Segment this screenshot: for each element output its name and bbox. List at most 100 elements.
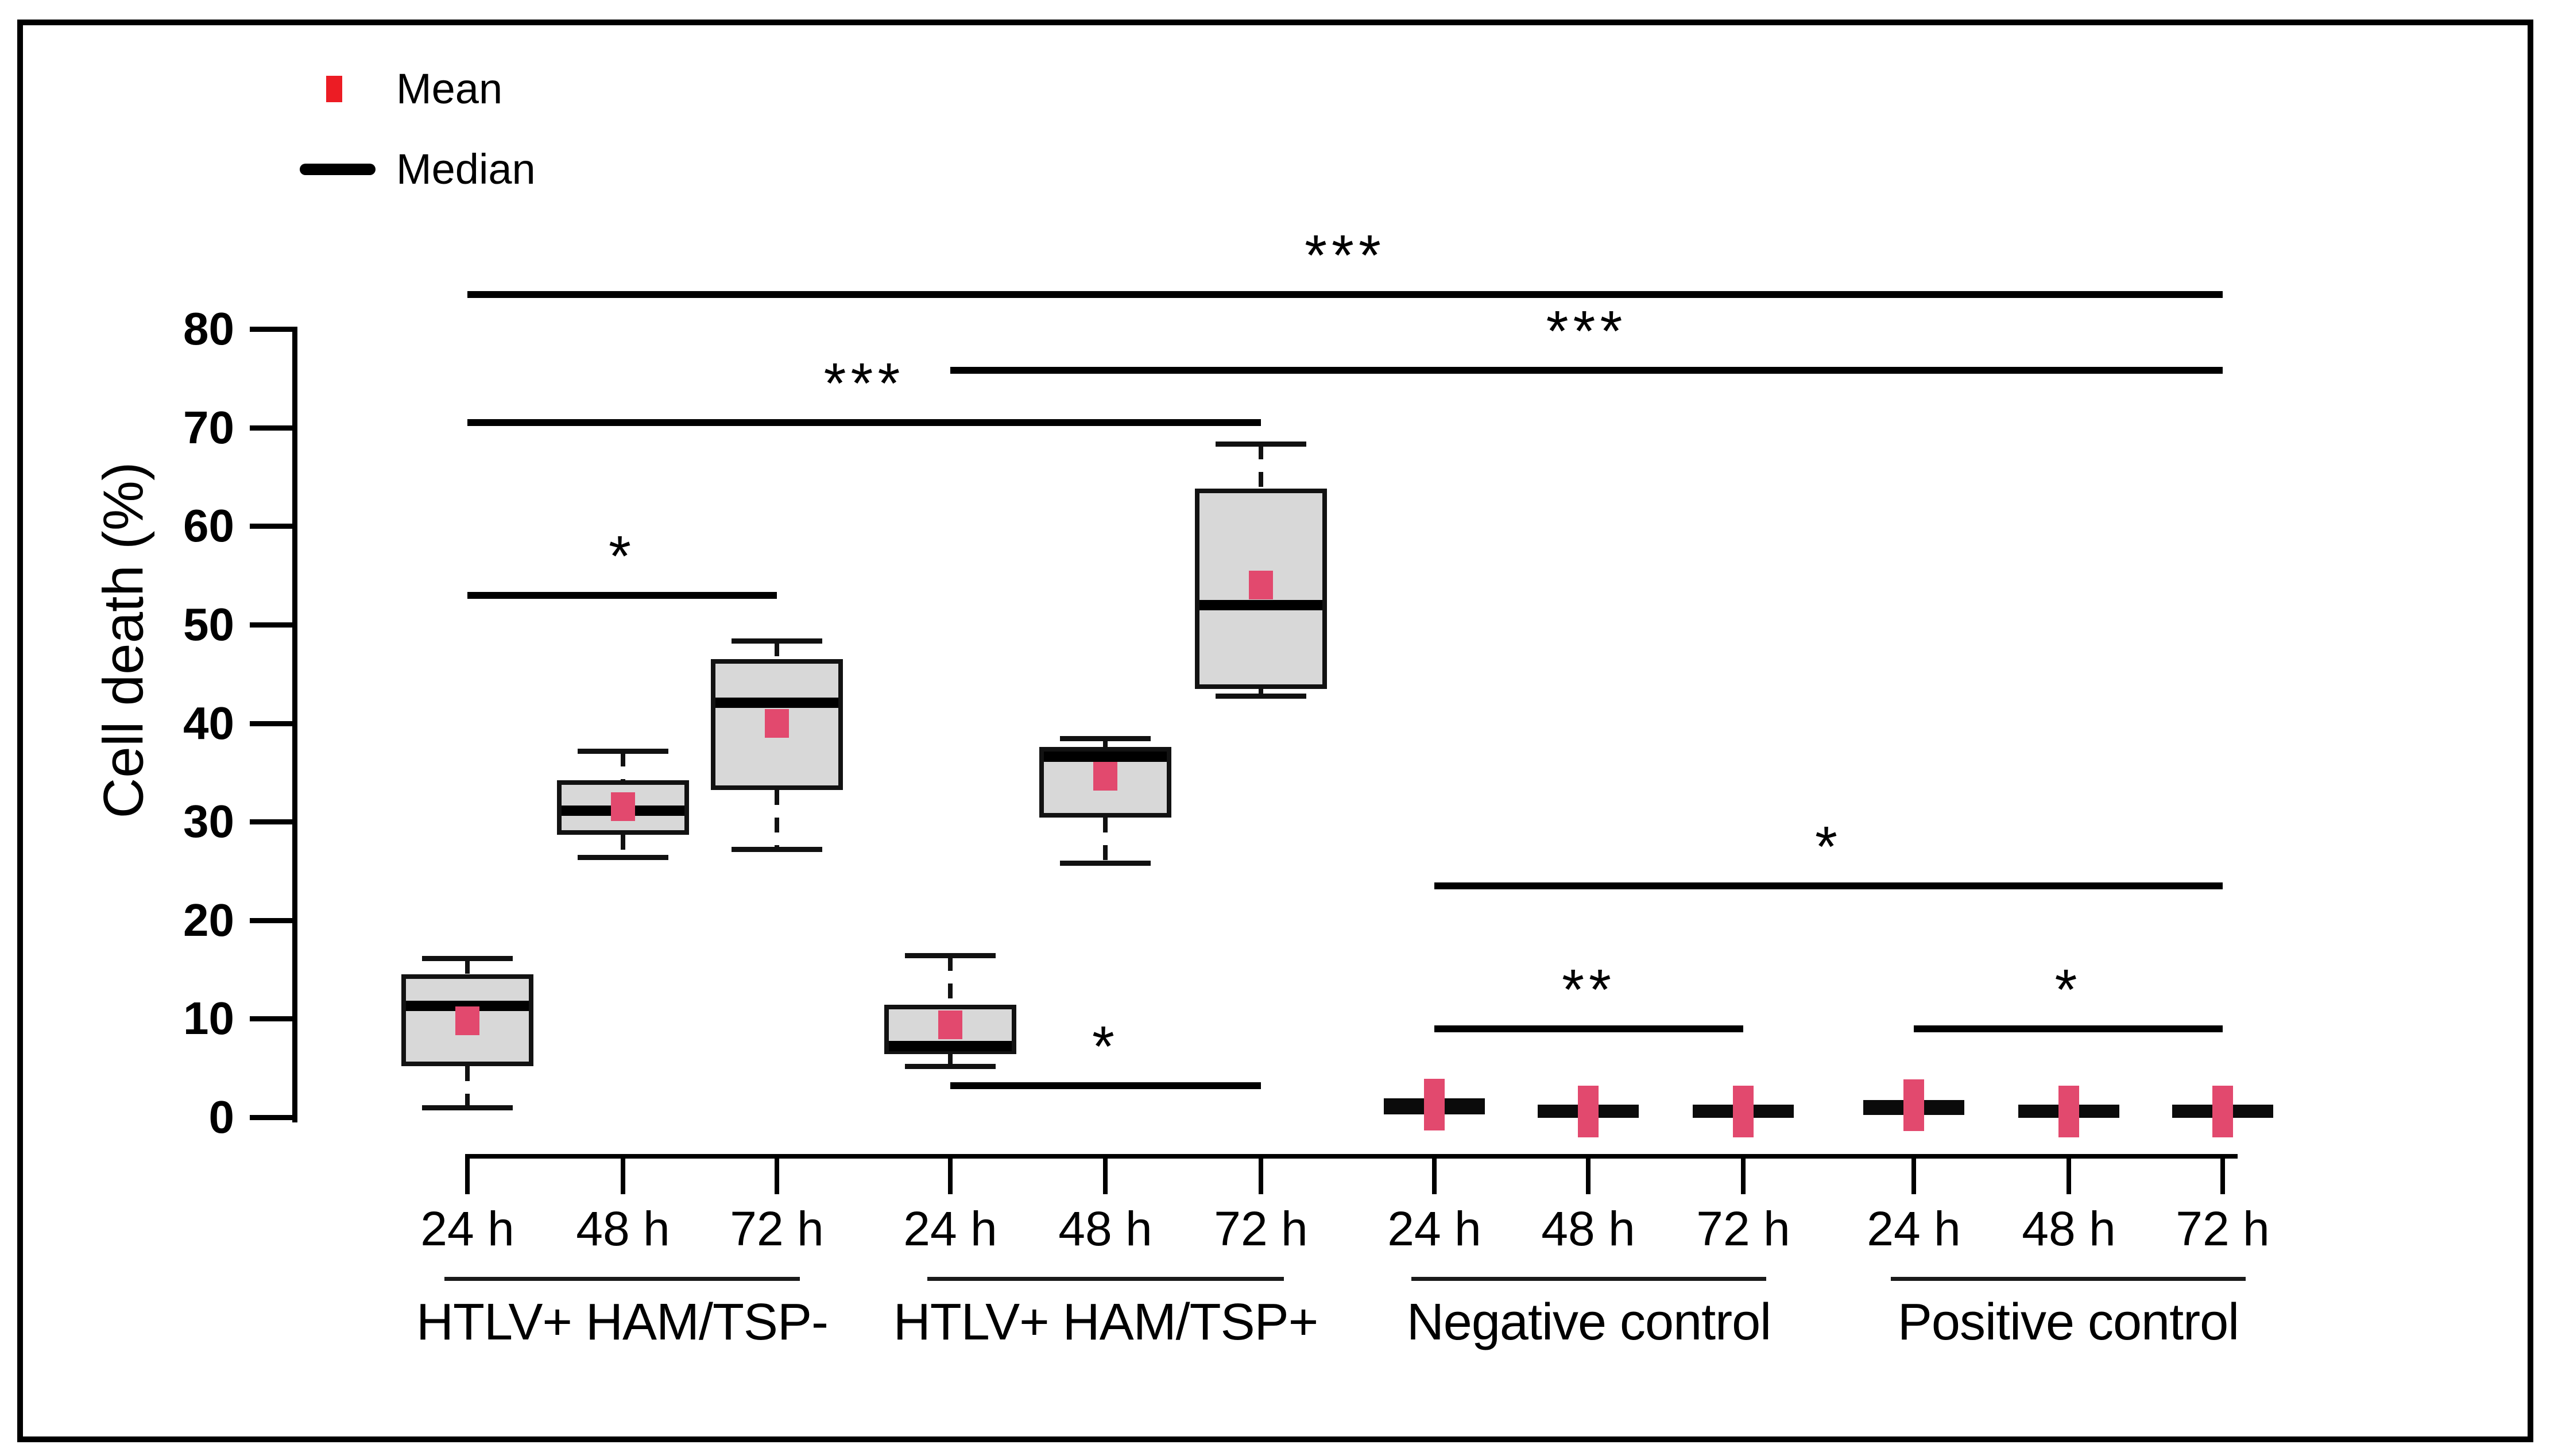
x-tick-label: 24 h <box>903 1202 997 1256</box>
significance-bar <box>950 367 2223 374</box>
significance-bar <box>1914 1025 2223 1032</box>
x-axis-line <box>465 1154 2238 1159</box>
x-axis-tick <box>1741 1154 1746 1194</box>
figure-frame <box>17 20 2533 1442</box>
x-tick-label: 72 h <box>2176 1202 2270 1256</box>
y-axis-tick <box>250 622 297 628</box>
group-underline <box>1411 1277 1766 1281</box>
x-tick-label: 48 h <box>1541 1202 1635 1256</box>
median-line <box>1044 751 1167 762</box>
y-axis-tick <box>250 721 297 726</box>
upper-whisker-cap <box>1060 736 1151 742</box>
x-tick-label: 72 h <box>1214 1202 1308 1256</box>
group-label: Negative control <box>1406 1294 1771 1351</box>
upper-whisker-cap <box>905 952 996 958</box>
lower-whisker <box>948 1054 953 1066</box>
upper-whisker-cap <box>578 749 668 754</box>
mean-marker <box>455 1006 479 1035</box>
x-axis-tick <box>1911 1154 1916 1194</box>
significance-label: *** <box>1546 299 1627 364</box>
y-tick-label: 40 <box>183 697 234 749</box>
significance-bar <box>467 291 2223 299</box>
significance-label: ** <box>1562 957 1616 1022</box>
group-label: Positive control <box>1897 1294 2239 1351</box>
x-axis-tick <box>1103 1154 1108 1194</box>
y-axis-tick <box>250 1115 297 1120</box>
group-label: HTLV+ HAM/TSP+ <box>893 1294 1319 1351</box>
group-underline <box>1891 1277 2246 1281</box>
y-axis-tick <box>250 327 297 332</box>
lower-whisker-cap <box>422 1105 513 1110</box>
legend-label-median: Median <box>396 145 536 193</box>
median-line-icon <box>300 164 376 175</box>
significance-bar <box>467 419 1261 427</box>
x-tick-label: 24 h <box>420 1202 514 1256</box>
mean-marker <box>1424 1078 1445 1130</box>
lower-whisker <box>1259 688 1263 696</box>
x-axis-tick <box>465 1154 470 1194</box>
mean-marker <box>2058 1085 2079 1137</box>
upper-whisker <box>621 752 625 781</box>
lower-whisker-cap <box>578 854 668 860</box>
lower-whisker <box>775 790 779 850</box>
lower-whisker-cap <box>905 1063 996 1069</box>
x-tick-label: 72 h <box>730 1202 824 1256</box>
significance-bar <box>1434 882 2223 889</box>
x-axis-tick <box>2067 1154 2071 1194</box>
x-axis-tick <box>621 1154 625 1194</box>
median-line <box>1199 599 1322 610</box>
y-tick-label: 10 <box>183 993 234 1044</box>
lower-whisker <box>465 1066 470 1108</box>
mean-marker <box>1249 571 1273 600</box>
median-line <box>715 697 838 708</box>
lower-whisker-cap <box>1216 693 1306 699</box>
y-tick-label: 80 <box>183 303 234 355</box>
median-line <box>406 1001 529 1012</box>
x-tick-label: 24 h <box>1867 1202 1961 1256</box>
x-axis-tick <box>1259 1154 1263 1194</box>
y-axis-tick <box>250 819 297 825</box>
y-axis-tick <box>250 524 297 529</box>
significance-label: *** <box>1305 223 1386 288</box>
upper-whisker <box>775 641 779 660</box>
significance-label: * <box>609 524 636 588</box>
upper-whisker-cap <box>1216 441 1306 447</box>
y-tick-label: 20 <box>183 894 234 946</box>
significance-bar <box>1434 1025 1743 1032</box>
significance-label: * <box>1092 1014 1119 1079</box>
x-tick-label: 48 h <box>2022 1202 2116 1256</box>
legend-item-mean: Mean <box>299 68 502 110</box>
significance-bar <box>467 591 777 599</box>
y-axis-tick <box>250 425 297 431</box>
y-tick-label: 30 <box>183 796 234 847</box>
median-line <box>889 1041 1012 1052</box>
upper-whisker <box>465 958 470 975</box>
mean-marker <box>1733 1085 1754 1137</box>
mean-marker <box>765 708 789 738</box>
upper-whisker <box>948 955 953 1005</box>
legend-label-mean: Mean <box>396 65 503 113</box>
significance-bar <box>950 1082 1261 1090</box>
x-axis-tick <box>775 1154 779 1194</box>
upper-whisker <box>1103 739 1108 747</box>
group-underline <box>927 1277 1284 1281</box>
y-tick-label: 50 <box>183 599 234 650</box>
x-axis-tick <box>948 1154 953 1194</box>
mean-marker <box>2212 1085 2233 1137</box>
x-tick-label: 48 h <box>1058 1202 1152 1256</box>
mean-marker <box>1903 1079 1924 1132</box>
y-axis-tick <box>250 1016 297 1022</box>
lower-whisker <box>621 834 625 857</box>
group-underline <box>444 1277 800 1281</box>
mean-marker-icon <box>326 76 342 102</box>
x-axis-tick <box>1432 1154 1437 1194</box>
x-tick-label: 72 h <box>1696 1202 1790 1256</box>
upper-whisker-cap <box>422 955 513 961</box>
significance-label: * <box>1815 814 1842 879</box>
lower-whisker-cap <box>732 847 822 853</box>
y-tick-label: 0 <box>208 1091 235 1143</box>
y-tick-label: 70 <box>183 401 234 453</box>
upper-whisker-cap <box>732 638 822 644</box>
y-axis-tick <box>250 917 297 923</box>
lower-whisker-cap <box>1060 861 1151 866</box>
